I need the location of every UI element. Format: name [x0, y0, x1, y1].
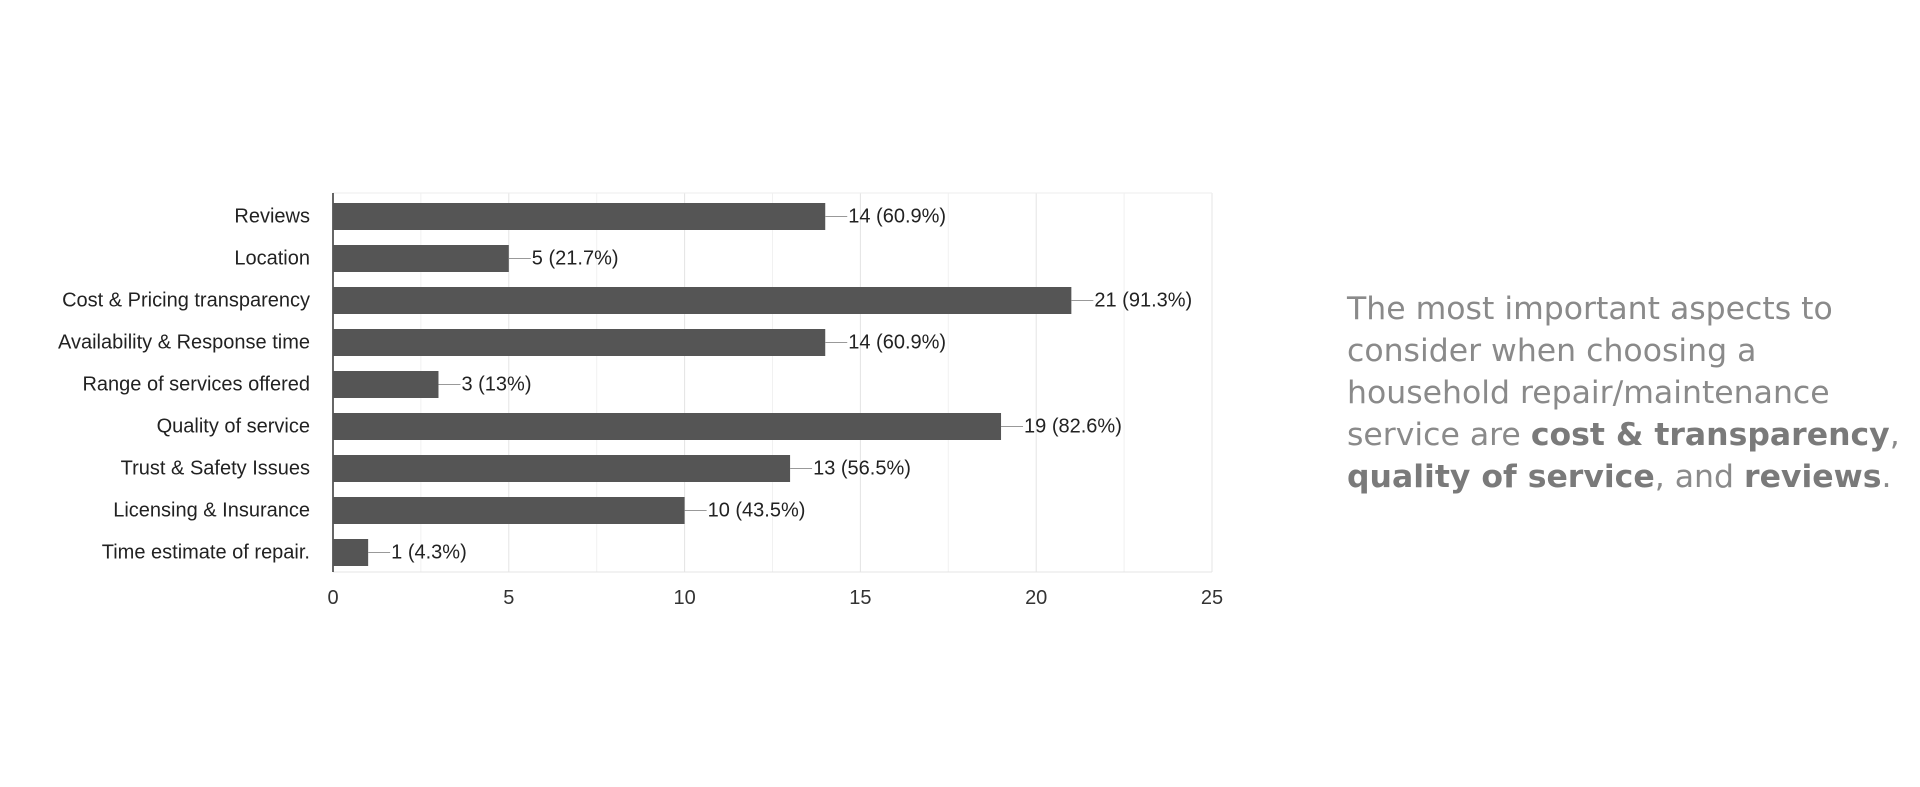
bar: [333, 329, 826, 356]
x-tick-label: 15: [849, 587, 871, 609]
category-label: Location: [234, 248, 310, 270]
labels: 0 5 10 15 20 25 Reviews 14 (60.9%) Location 5 (21…: [58, 206, 1223, 610]
summary-part-1: The most important aspects to consider w…: [1347, 291, 1833, 453]
category-label: Range of services offered: [82, 374, 310, 396]
data-label: 1 (4.3%): [391, 542, 467, 564]
x-tick-label: 0: [327, 587, 338, 609]
summary-part-4: .: [1881, 459, 1892, 495]
bar: [333, 455, 791, 482]
bar: [333, 245, 509, 272]
bar: [333, 413, 1002, 440]
category-label: Time estimate of repair.: [102, 542, 310, 564]
data-label: 14 (60.9%): [848, 206, 946, 228]
category-label: Licensing & Insurance: [113, 500, 310, 522]
summary-highlight-reviews: reviews: [1744, 459, 1882, 495]
data-label: 13 (56.5%): [813, 458, 911, 480]
data-label: 10 (43.5%): [708, 500, 806, 522]
data-label: 14 (60.9%): [848, 332, 946, 354]
summary-part-3: , and: [1654, 459, 1745, 495]
bar: [333, 371, 439, 398]
summary-highlight-cost: cost & transparency: [1530, 417, 1890, 453]
summary-part-2: ,: [1889, 417, 1900, 453]
category-label: Cost & Pricing transparency: [62, 290, 310, 312]
bar: [333, 539, 369, 566]
x-tick-label: 10: [673, 587, 695, 609]
x-tick-label: 25: [1201, 587, 1223, 609]
data-label: 5 (21.7%): [532, 248, 619, 270]
x-tick-label: 5: [503, 587, 514, 609]
category-label: Trust & Safety Issues: [121, 458, 310, 480]
bar: [333, 497, 685, 524]
summary-text: The most important aspects to consider w…: [1347, 288, 1917, 498]
summary-highlight-quality: quality of service: [1347, 459, 1655, 495]
x-tick-label: 20: [1025, 587, 1047, 609]
data-label: 3 (13%): [461, 374, 531, 396]
bar: [333, 203, 826, 230]
bars: [333, 203, 1072, 566]
data-label: 21 (91.3%): [1094, 290, 1192, 312]
category-label: Quality of service: [157, 416, 310, 438]
bar: [333, 287, 1072, 314]
category-label: Availability & Response time: [58, 332, 310, 354]
data-label: 19 (82.6%): [1024, 416, 1122, 438]
category-label: Reviews: [234, 206, 310, 228]
